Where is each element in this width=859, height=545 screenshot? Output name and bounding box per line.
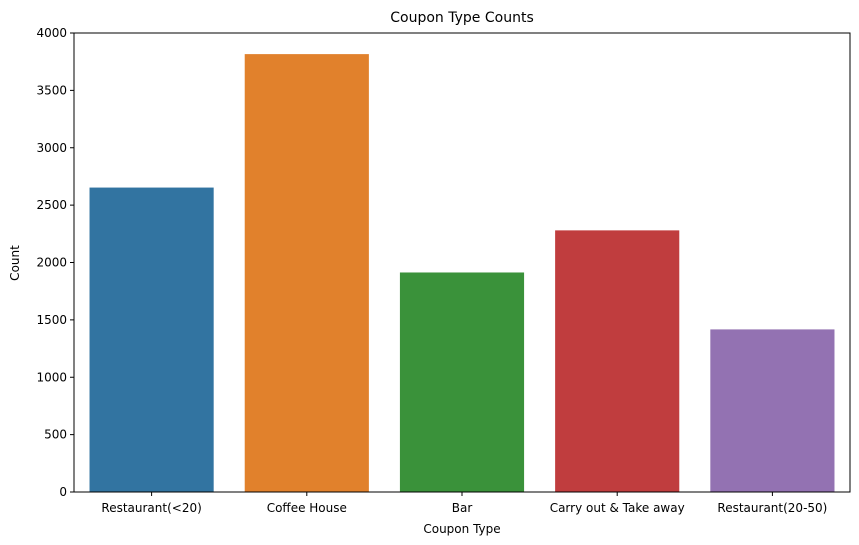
x-tick-label-3: Carry out & Take away <box>550 501 685 515</box>
y-tick-label-8: 4000 <box>36 26 67 40</box>
x-tick-label-0: Restaurant(<20) <box>101 501 201 515</box>
y-tick-label-6: 3000 <box>36 141 67 155</box>
y-tick-label-7: 3500 <box>36 83 67 97</box>
chart-title: Coupon Type Counts <box>390 10 533 26</box>
y-tick-label-1: 500 <box>44 428 67 442</box>
x-tick-label-2: Bar <box>452 501 473 515</box>
y-tick-label-4: 2000 <box>36 256 67 270</box>
bar-4 <box>710 329 835 492</box>
x-tick-label-1: Coffee House <box>267 501 347 515</box>
x-axis-label: Coupon Type <box>423 522 500 536</box>
bar-0 <box>89 187 214 493</box>
bar-1 <box>244 54 369 492</box>
y-tick-label-3: 1500 <box>36 313 67 327</box>
bar-2 <box>399 272 525 492</box>
y-tick-label-5: 2500 <box>36 198 67 212</box>
x-tick-label-4: Restaurant(20-50) <box>717 501 827 515</box>
x-axis: Restaurant(<20) Coffee House Bar Carry out … <box>101 492 827 515</box>
y-tick-label-2: 1000 <box>36 370 67 384</box>
y-axis: 0 500 1000 1500 2000 2500 3000 3500 4000 <box>36 26 74 499</box>
bar-3 <box>555 230 680 492</box>
bars-group <box>89 54 835 493</box>
y-tick-label-0: 0 <box>59 485 67 499</box>
y-axis-label: Count <box>8 245 22 281</box>
plot-frame <box>73 32 851 493</box>
